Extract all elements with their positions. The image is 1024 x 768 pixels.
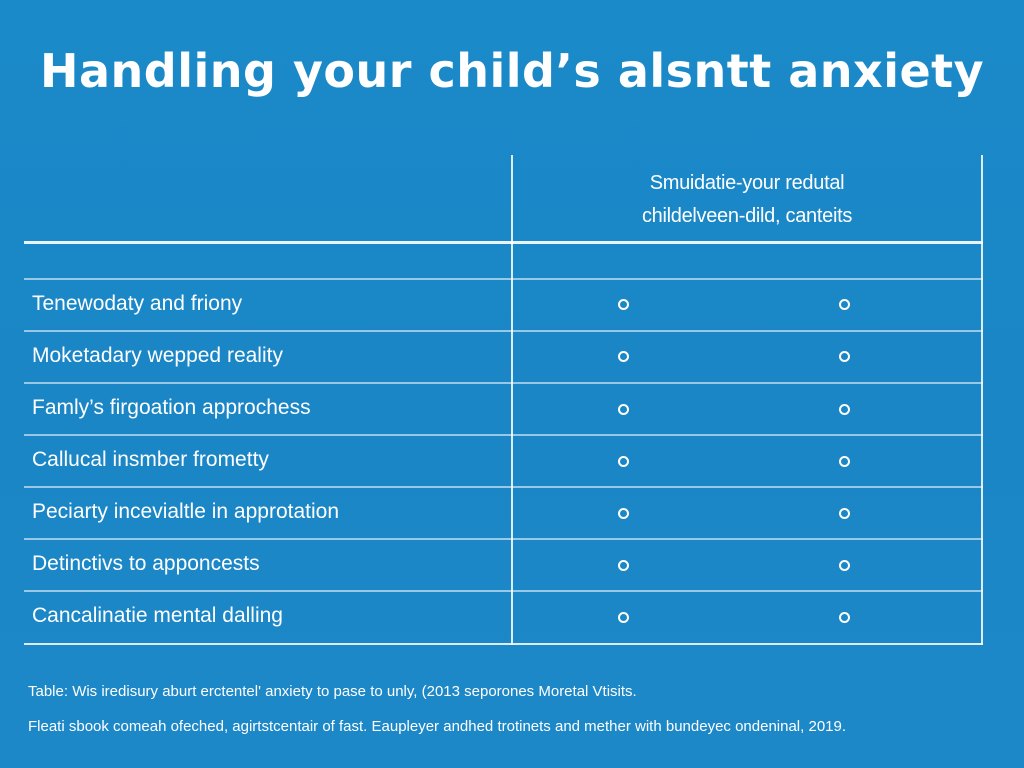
circle-marker-icon — [839, 508, 850, 519]
row-divider — [24, 538, 983, 540]
circle-marker-icon — [618, 456, 629, 467]
circle-marker-icon — [618, 351, 629, 362]
column-header-line-2: childelveen-dild, canteits — [641, 205, 853, 227]
circle-marker-icon — [839, 560, 850, 571]
table-row-label: Famly’s firgoation approchess — [32, 396, 311, 419]
row-divider — [24, 434, 983, 436]
row-divider — [24, 486, 983, 488]
table-row-label: Detinctivs to apponcests — [32, 552, 260, 575]
circle-marker-icon — [839, 351, 850, 362]
circle-marker-icon — [618, 612, 629, 623]
table-row-label: Tenewodaty and friony — [32, 292, 243, 315]
table-row-label: Callucal insmber frometty — [32, 448, 269, 471]
circle-marker-icon — [618, 299, 629, 310]
source-note: Fleati sbook comeah ofeched, agirtstcent… — [28, 718, 847, 735]
table-row-label: Cancalinatie mental dalling — [32, 604, 283, 627]
circle-marker-icon — [839, 456, 850, 467]
row-divider — [24, 278, 983, 280]
circle-marker-icon — [839, 299, 850, 310]
table-right-border — [981, 155, 983, 645]
table-row-label: Peciarty incevialtle in approtation — [32, 500, 340, 523]
table-row-label: Moketadary wepped reality — [32, 344, 283, 367]
row-divider — [24, 330, 983, 332]
comparison-table: Smuidatie-your redutal childelveen-dild,… — [24, 155, 983, 645]
circle-marker-icon — [618, 508, 629, 519]
table-caption: Table: Wis iredisury aburt erctentel' an… — [28, 683, 637, 700]
row-divider — [24, 382, 983, 384]
table-bottom-border — [24, 643, 983, 645]
circle-marker-icon — [839, 404, 850, 415]
row-divider — [24, 590, 983, 592]
circle-marker-icon — [839, 612, 850, 623]
page-title: Handling your child’s alsntt anxiety — [40, 44, 985, 98]
column-header-line-1: Smuidatie-your redutal — [649, 172, 845, 194]
header-divider — [24, 241, 983, 244]
column-header: Smuidatie-your redutal childelveen-dild,… — [513, 167, 981, 233]
circle-marker-icon — [618, 560, 629, 571]
column-divider — [511, 155, 513, 645]
circle-marker-icon — [618, 404, 629, 415]
